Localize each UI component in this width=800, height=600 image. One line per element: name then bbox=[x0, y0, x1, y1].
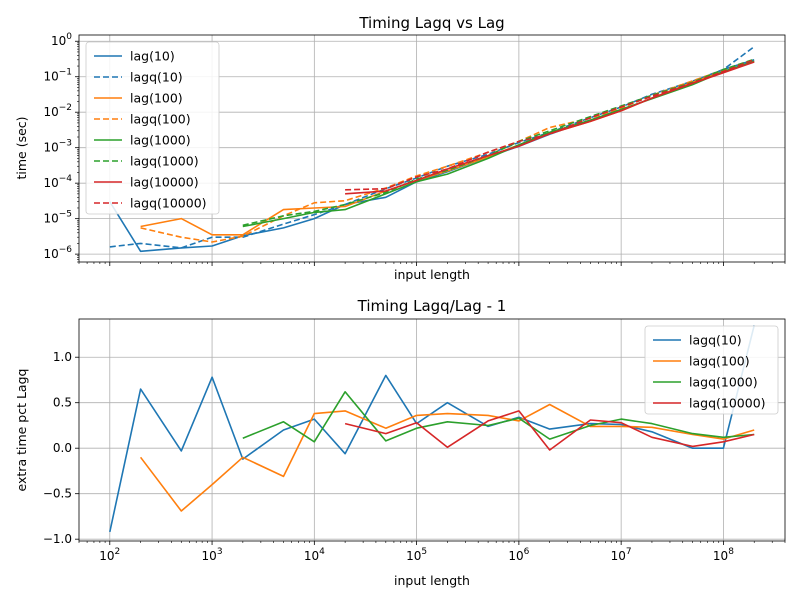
plot-frame bbox=[78, 318, 786, 542]
legend-label: lag(10000) bbox=[130, 175, 199, 190]
legend-label: lagq(1000) bbox=[130, 154, 199, 169]
legend-label: lagq(10) bbox=[689, 333, 742, 348]
y-tick-label: 10−4 bbox=[43, 174, 72, 190]
legend-box bbox=[85, 41, 220, 215]
legend-label: lagq(10) bbox=[130, 70, 183, 85]
series-line-lag-100 bbox=[140, 60, 755, 236]
y-tick-label: 10−5 bbox=[43, 210, 72, 226]
y-axis-label: time (sec) bbox=[14, 116, 29, 179]
series-line-lagq-100 bbox=[139, 403, 755, 512]
chart-title: Timing Lagq/Lag - 1 bbox=[357, 297, 507, 315]
series-line-lagq-10 bbox=[109, 325, 755, 533]
legend-label: lag(100) bbox=[130, 91, 183, 106]
x-tick-label: 104 bbox=[304, 547, 325, 563]
ratio-chart: Timing Lagq/Lag - 1 input length extra t… bbox=[14, 297, 786, 588]
legend-label: lag(10) bbox=[130, 49, 175, 64]
series-line-lagq-100 bbox=[140, 58, 755, 243]
x-tick-label: 107 bbox=[611, 547, 632, 563]
x-tick-label: 105 bbox=[406, 547, 427, 563]
x-axis-label: input length bbox=[394, 573, 470, 588]
y-tick-label: 0.0 bbox=[53, 441, 72, 455]
x-tick-label: 102 bbox=[99, 547, 120, 563]
legend-label: lagq(100) bbox=[689, 354, 750, 369]
legend: lag(10) lagq(10) lag(100) lagq(100) lag(1000… bbox=[85, 41, 220, 215]
legend: lagq(10) lagq(100) lagq(1000) lagq(10000) bbox=[644, 325, 779, 415]
x-tick-label: 103 bbox=[202, 547, 223, 563]
y-tick-label: 0.5 bbox=[53, 396, 72, 410]
x-axis-label: input length bbox=[394, 267, 470, 282]
legend-label: lagq(10000) bbox=[130, 196, 207, 211]
y-tick-label: 10−2 bbox=[43, 103, 72, 119]
series-line-lagq-1000 bbox=[242, 390, 755, 443]
x-tick-label: 108 bbox=[713, 547, 734, 563]
chart-title: Timing Lagq vs Lag bbox=[358, 14, 504, 32]
timing-chart: Timing Lagq vs Lag input length time (se… bbox=[14, 14, 786, 282]
y-tick-label: 10−6 bbox=[43, 245, 72, 261]
y-tick-label: −0.5 bbox=[43, 487, 72, 501]
y-tick-label: 100 bbox=[51, 32, 72, 48]
legend-label: lagq(10000) bbox=[689, 396, 766, 411]
series-line-lagq-1000 bbox=[242, 58, 755, 227]
legend-label: lag(1000) bbox=[130, 133, 191, 148]
y-axis-label: extra time pct Lagq bbox=[14, 369, 29, 492]
y-tick-label: 10−1 bbox=[43, 68, 72, 84]
series-line-lagq-10000 bbox=[344, 410, 755, 451]
y-tick-label: 10−3 bbox=[43, 139, 72, 155]
legend-label: lagq(1000) bbox=[689, 375, 758, 390]
y-tick-label: 1.0 bbox=[53, 350, 72, 364]
series-line-lagq-10000 bbox=[345, 59, 755, 191]
plot-frame bbox=[78, 34, 786, 263]
legend-box bbox=[644, 325, 779, 415]
legend-label: lagq(100) bbox=[130, 112, 191, 127]
x-tick-label: 106 bbox=[508, 547, 529, 563]
y-tick-label: −1.0 bbox=[43, 532, 72, 546]
